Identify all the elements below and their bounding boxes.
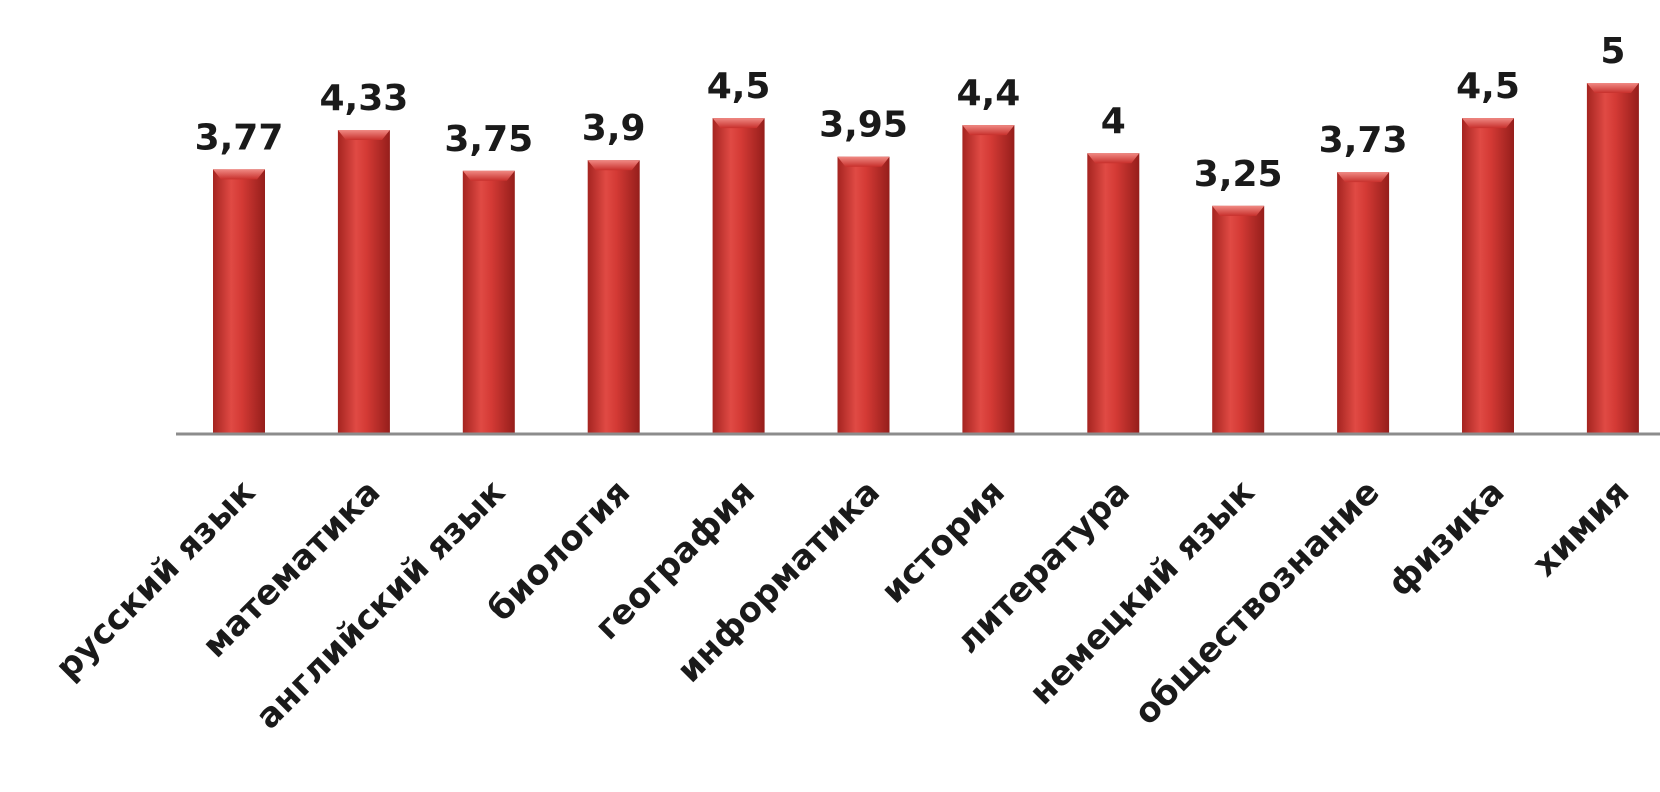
x-tick-label: английский язык <box>248 472 513 737</box>
bar-cap <box>587 160 640 171</box>
bar <box>337 130 390 434</box>
data-label: 3,73 <box>1319 120 1408 161</box>
bar-cap <box>462 170 515 181</box>
bar-cap <box>712 118 765 129</box>
data-label: 4,33 <box>319 78 408 119</box>
bar <box>1087 153 1140 434</box>
bars-group <box>213 83 1639 435</box>
bar <box>1212 205 1265 434</box>
bar-cap <box>1586 83 1639 93</box>
data-label: 4,5 <box>707 66 771 107</box>
data-label: 3,95 <box>819 105 908 146</box>
bar <box>462 170 515 435</box>
bar-cap <box>1087 153 1140 164</box>
data-label: 4,5 <box>1456 66 1520 107</box>
data-label: 4 <box>1101 101 1126 142</box>
bar <box>587 160 640 434</box>
data-label: 3,25 <box>1194 154 1283 195</box>
bar <box>213 169 265 435</box>
bar-cap <box>1212 205 1265 216</box>
bar-cap <box>1337 172 1390 183</box>
x-tick-label: химия <box>1525 472 1638 585</box>
data-label: 4,4 <box>957 73 1021 114</box>
bar <box>962 125 1015 434</box>
x-tick-label: немецкий язык <box>1022 472 1263 713</box>
bar-cap <box>337 130 390 141</box>
value-labels-group: 3,77 4,33 3,75 3,9 4,5 3,95 4,4 4 3,25 3,73 4,5 5 <box>195 31 1626 195</box>
bar-cap <box>1462 118 1514 129</box>
x-tick-label: обществознание <box>1127 472 1388 733</box>
bar <box>1586 83 1639 434</box>
bar-cap <box>213 169 265 180</box>
x-tick-label: физика <box>1380 472 1512 604</box>
bar <box>712 118 765 434</box>
bar-cap <box>837 156 890 167</box>
data-label: 3,75 <box>444 119 533 160</box>
bar <box>837 156 890 434</box>
bar <box>1462 118 1514 434</box>
bar <box>1337 172 1390 434</box>
data-label: 5 <box>1600 31 1625 72</box>
data-label: 3,9 <box>582 108 646 149</box>
data-label: 3,77 <box>195 117 284 158</box>
bar-cap <box>962 125 1015 136</box>
